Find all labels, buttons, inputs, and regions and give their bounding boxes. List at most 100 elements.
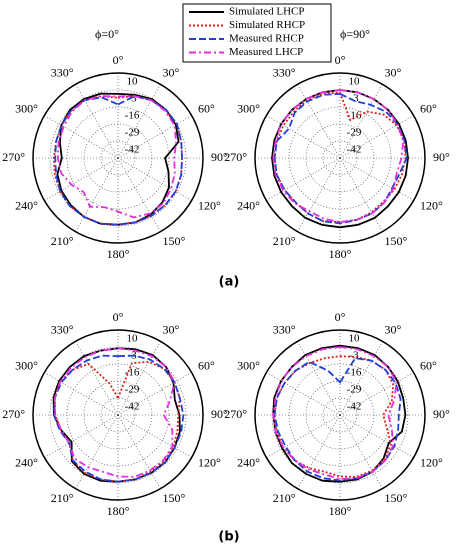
r-tick-label: -29 <box>347 127 362 139</box>
r-tick-label: -42 <box>347 144 362 156</box>
spoke <box>339 115 414 159</box>
spoke <box>297 414 341 489</box>
angle-label: 330° <box>273 323 296 337</box>
spoke <box>75 341 119 416</box>
r-tick-label: -3 <box>127 93 137 105</box>
legend-label: Simulated LHCP <box>229 6 304 18</box>
pattern-line <box>273 92 408 225</box>
pattern-line <box>56 95 178 219</box>
grid-ring <box>49 346 187 484</box>
angle-label: 270° <box>2 150 25 164</box>
angle-label: 0° <box>335 310 346 324</box>
grid-ring <box>305 123 375 193</box>
spoke <box>339 341 383 416</box>
pattern-line <box>273 357 402 482</box>
spoke <box>117 157 192 201</box>
angle-label: 270° <box>224 407 247 421</box>
angle-label: 210° <box>51 491 74 505</box>
spoke <box>75 414 119 489</box>
grid-ring <box>100 140 136 176</box>
grid-ring <box>288 106 392 210</box>
angle-label: 330° <box>51 323 74 337</box>
pattern-line <box>272 344 407 483</box>
pattern-line <box>272 89 405 224</box>
chart-title: ϕ=0° <box>95 27 119 41</box>
legend-label: Simulated RHCP <box>229 19 305 31</box>
angle-label: 330° <box>273 66 296 80</box>
angle-label: 30° <box>163 323 180 337</box>
pattern-line <box>273 91 407 224</box>
angle-label: 90° <box>433 407 450 421</box>
spoke <box>44 157 119 201</box>
spoke <box>339 372 414 416</box>
angle-label: 210° <box>273 234 296 248</box>
legend-label: Measured RHCP <box>229 33 304 45</box>
angle-label: 60° <box>420 101 437 115</box>
angle-label: 270° <box>2 407 25 421</box>
outer-ring <box>32 72 204 244</box>
angle-label: 60° <box>198 358 215 372</box>
angle-label: 90° <box>433 150 450 164</box>
angle-label: 300° <box>237 101 260 115</box>
outer-ring <box>32 329 204 501</box>
spoke <box>266 372 341 416</box>
angle-label: 300° <box>15 358 38 372</box>
angle-label: 60° <box>420 358 437 372</box>
r-tick-label: -42 <box>125 144 140 156</box>
grid-ring <box>83 123 153 193</box>
angle-label: 150° <box>385 234 408 248</box>
spoke <box>339 84 383 159</box>
spoke <box>44 372 119 416</box>
spoke <box>117 414 161 489</box>
grid-ring <box>322 140 358 176</box>
angle-label: 270° <box>224 150 247 164</box>
pattern-line <box>271 89 409 229</box>
angle-label: 150° <box>163 234 186 248</box>
angle-label: 180° <box>107 504 130 518</box>
angle-label: 120° <box>198 455 221 469</box>
angle-label: 180° <box>107 247 130 261</box>
legend-label: Measured LHCP <box>229 46 303 58</box>
spoke <box>117 115 192 159</box>
angle-label: 150° <box>385 491 408 505</box>
spoke <box>297 157 341 232</box>
angle-label: 90° <box>211 407 228 421</box>
grid-ring <box>83 380 153 450</box>
spoke <box>117 341 161 416</box>
pattern-line <box>53 347 176 478</box>
spoke <box>266 414 341 458</box>
outer-ring <box>254 329 426 501</box>
r-tick-label: 10 <box>349 333 361 345</box>
pattern-line <box>54 95 184 226</box>
r-tick-label: -29 <box>125 384 140 396</box>
angle-label: 90° <box>211 150 228 164</box>
angle-label: 120° <box>420 455 443 469</box>
spoke <box>266 157 341 201</box>
grid-ring <box>322 397 358 433</box>
caption: (b) <box>218 530 239 545</box>
angle-label: 210° <box>51 234 74 248</box>
angle-label: 30° <box>385 323 402 337</box>
caption: (a) <box>219 275 240 290</box>
r-tick-label: -42 <box>125 401 140 413</box>
r-tick-label: -42 <box>347 401 362 413</box>
grid-ring <box>66 106 170 210</box>
r-tick-label: -16 <box>347 110 362 122</box>
angle-label: 240° <box>237 455 260 469</box>
r-tick-label: -16 <box>347 367 362 379</box>
spoke <box>117 84 161 159</box>
angle-label: 60° <box>198 101 215 115</box>
spoke <box>44 115 119 159</box>
r-tick-label: -29 <box>125 127 140 139</box>
r-tick-label: -16 <box>125 110 140 122</box>
spoke <box>117 414 192 458</box>
angle-label: 180° <box>329 504 352 518</box>
grid-ring <box>271 346 409 484</box>
spoke <box>297 84 341 159</box>
angle-label: 120° <box>420 198 443 212</box>
r-tick-label: 10 <box>127 333 139 345</box>
r-tick-label: -29 <box>347 384 362 396</box>
grid-ring <box>66 363 170 467</box>
angle-label: 0° <box>335 53 346 67</box>
